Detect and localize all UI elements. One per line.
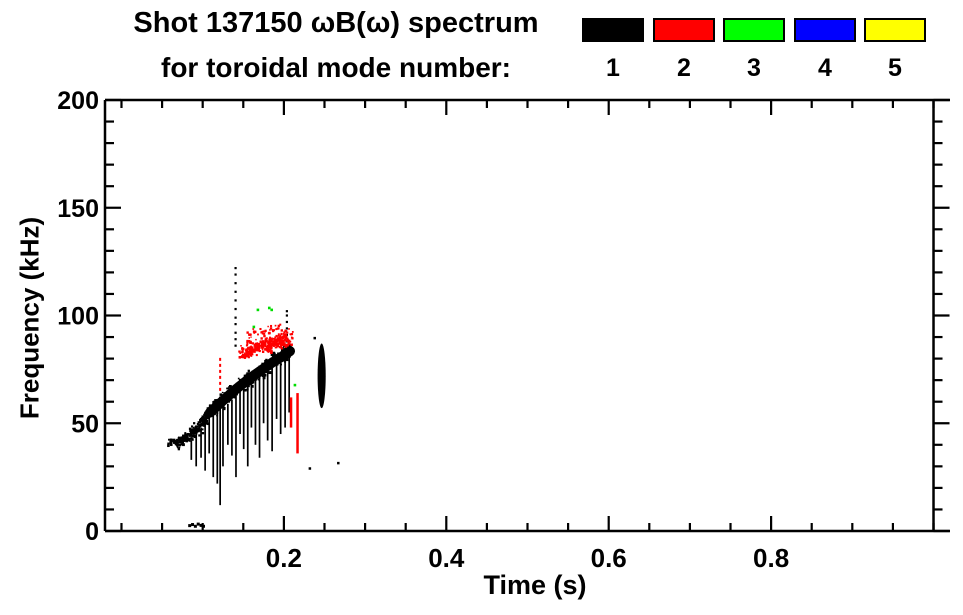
- x-tick-label-0.6: 0.6: [591, 543, 627, 573]
- mode-number-legend: 1 2 3 4 5: [0, 0, 963, 90]
- axes: [103, 98, 950, 533]
- x-axis-ticks: 0.2 0.4 0.6 0.8: [120, 100, 935, 573]
- legend-label-n3: 3: [747, 54, 761, 82]
- legend-swatch-n2: [653, 18, 715, 42]
- x-axis-title: Time (s): [483, 570, 587, 600]
- x-tick-label-0.2: 0.2: [266, 543, 302, 573]
- feature-n1-bottom-dashes: [188, 522, 205, 528]
- y-tick-label-200: 200: [57, 87, 99, 115]
- x-tick-label-0.8: 0.8: [753, 543, 789, 573]
- feature-n3-dots: [252, 306, 297, 387]
- feature-n1-dotted-column-a: [234, 266, 237, 347]
- y-tick-label-50: 50: [71, 410, 99, 438]
- feature-n1-early-cluster-b: [173, 432, 194, 451]
- feature-n2-cluster: [238, 330, 294, 359]
- legend-label-n5: 5: [888, 54, 902, 82]
- y-axis-title: Frequency (kHz): [14, 216, 45, 420]
- y-axis-ticks: 0 50 100 150 200: [57, 87, 950, 546]
- legend-swatch-n5: [864, 18, 926, 42]
- legend-label-n4: 4: [818, 54, 832, 82]
- legend-label-n1: 1: [606, 54, 620, 82]
- legend-swatch-n1: [582, 18, 644, 42]
- y-tick-label-0: 0: [85, 518, 99, 546]
- plot-title-line1: Shot 137150 ωB(ω) spectrum: [133, 7, 539, 39]
- legend-swatch-n4: [794, 18, 856, 42]
- feature-n1-early-spikes: [190, 406, 224, 506]
- feature-n1-main-band: [205, 343, 295, 418]
- legend-swatch-n3: [723, 18, 785, 42]
- legend-label-n2: 2: [677, 54, 691, 82]
- spectrum-data-points: [167, 266, 340, 528]
- y-tick-label-150: 150: [57, 195, 99, 223]
- feature-n1-band-spikes: [227, 354, 291, 478]
- feature-n1-specks: [308, 336, 340, 470]
- x-tick-label-0.4: 0.4: [428, 543, 465, 573]
- y-tick-label-100: 100: [57, 303, 99, 331]
- feature-n1-late-blob: [317, 343, 326, 409]
- plot-title-line2: for toroidal mode number:: [161, 52, 511, 83]
- feature-n2-cluster-halo: [246, 323, 290, 340]
